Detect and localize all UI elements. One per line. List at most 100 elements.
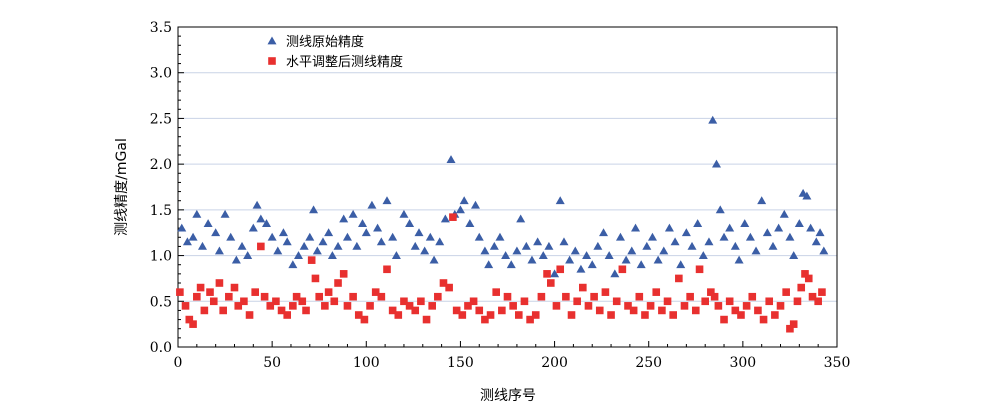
y-tick-label: 1.0 <box>150 249 172 265</box>
point-adjusted-precision <box>366 302 374 310</box>
point-original-precision <box>405 219 415 227</box>
point-original-precision <box>318 237 328 246</box>
point-original-precision <box>352 241 362 250</box>
point-original-precision <box>527 255 537 264</box>
point-original-precision <box>730 241 740 250</box>
point-adjusted-precision <box>543 270 551 278</box>
point-adjusted-precision <box>251 288 259 296</box>
point-adjusted-precision <box>257 242 265 251</box>
point-adjusted-precision <box>531 311 540 319</box>
point-original-precision <box>299 241 309 250</box>
point-original-precision <box>231 255 241 264</box>
point-original-precision <box>631 223 641 232</box>
point-original-precision <box>719 232 729 241</box>
point-original-precision <box>192 209 202 218</box>
point-original-precision <box>806 223 816 232</box>
point-adjusted-precision <box>797 283 806 292</box>
point-original-precision <box>768 241 778 250</box>
point-original-precision <box>256 214 266 223</box>
point-adjusted-precision <box>475 306 484 315</box>
point-adjusted-precision <box>680 302 689 310</box>
point-original-precision <box>177 223 187 232</box>
point-adjusted-precision <box>742 302 751 310</box>
point-adjusted-precision <box>584 302 593 310</box>
point-adjusted-precision <box>748 292 757 301</box>
point-original-precision <box>470 200 480 209</box>
point-adjusted-precision <box>503 292 512 301</box>
point-adjusted-precision <box>377 292 386 301</box>
point-adjusted-precision <box>725 297 734 306</box>
point-adjusted-precision <box>808 292 817 301</box>
point-original-precision <box>282 237 292 246</box>
point-adjusted-precision <box>754 306 762 315</box>
point-original-precision <box>182 237 192 246</box>
point-adjusted-precision <box>765 297 774 306</box>
point-adjusted-precision <box>737 311 745 319</box>
point-adjusted-precision <box>330 297 339 306</box>
point-adjusted-precision <box>686 292 694 301</box>
point-original-precision <box>273 246 283 255</box>
point-adjusted-precision <box>464 302 472 310</box>
point-original-precision <box>309 205 319 214</box>
legend-label-adjusted: 水平调整后测线精度 <box>286 54 403 70</box>
point-adjusted-precision <box>334 279 342 287</box>
point-adjusted-precision <box>230 283 239 292</box>
point-adjusted-precision <box>417 297 425 306</box>
point-adjusted-precision <box>292 292 301 301</box>
point-original-precision <box>261 219 271 227</box>
point-adjusted-precision <box>298 297 307 306</box>
legend-marker-adjusted <box>268 57 276 65</box>
point-original-precision <box>220 209 230 218</box>
point-original-precision <box>342 232 352 241</box>
point-adjusted-precision <box>388 306 397 315</box>
point-original-precision <box>429 255 439 264</box>
point-original-precision <box>559 237 569 246</box>
point-original-precision <box>762 228 772 237</box>
point-adjusted-precision <box>411 306 420 315</box>
point-original-precision <box>324 228 334 237</box>
point-original-precision <box>815 228 825 237</box>
point-original-precision <box>376 237 386 246</box>
point-adjusted-precision <box>225 292 233 301</box>
point-adjusted-precision <box>405 302 414 310</box>
point-original-precision <box>399 209 409 218</box>
point-adjusted-precision <box>428 302 436 310</box>
point-original-precision <box>312 246 322 255</box>
point-original-precision <box>237 241 247 250</box>
point-original-precision <box>391 251 401 259</box>
point-adjusted-precision <box>567 311 576 319</box>
point-adjusted-precision <box>193 292 201 301</box>
point-adjusted-precision <box>439 279 448 287</box>
point-original-precision <box>358 219 368 227</box>
point-original-precision <box>789 251 799 259</box>
point-adjusted-precision <box>272 297 280 306</box>
point-original-precision <box>636 260 646 269</box>
point-original-precision <box>495 232 505 241</box>
point-original-precision <box>248 223 258 232</box>
point-original-precision <box>734 255 744 264</box>
point-original-precision <box>465 219 475 227</box>
point-original-precision <box>681 228 691 237</box>
point-original-precision <box>615 232 625 241</box>
point-original-precision <box>327 251 337 259</box>
point-adjusted-precision <box>181 302 190 310</box>
point-adjusted-precision <box>394 311 403 319</box>
point-original-precision <box>333 241 343 250</box>
point-adjusted-precision <box>776 302 785 310</box>
point-adjusted-precision <box>771 311 779 319</box>
point-adjusted-precision <box>400 297 408 306</box>
point-adjusted-precision <box>383 265 391 274</box>
point-original-precision <box>288 260 298 269</box>
point-adjusted-precision <box>449 213 457 221</box>
point-original-precision <box>653 255 663 264</box>
point-original-precision <box>188 232 198 241</box>
point-original-precision <box>785 232 795 241</box>
point-original-precision <box>664 223 674 232</box>
point-original-precision <box>544 241 554 250</box>
point-original-precision <box>610 269 620 278</box>
point-adjusted-precision <box>629 306 638 315</box>
point-adjusted-precision <box>514 311 523 319</box>
point-original-precision <box>715 205 725 214</box>
point-original-precision <box>348 209 358 218</box>
x-axis-title: 测线序号 <box>480 388 536 404</box>
